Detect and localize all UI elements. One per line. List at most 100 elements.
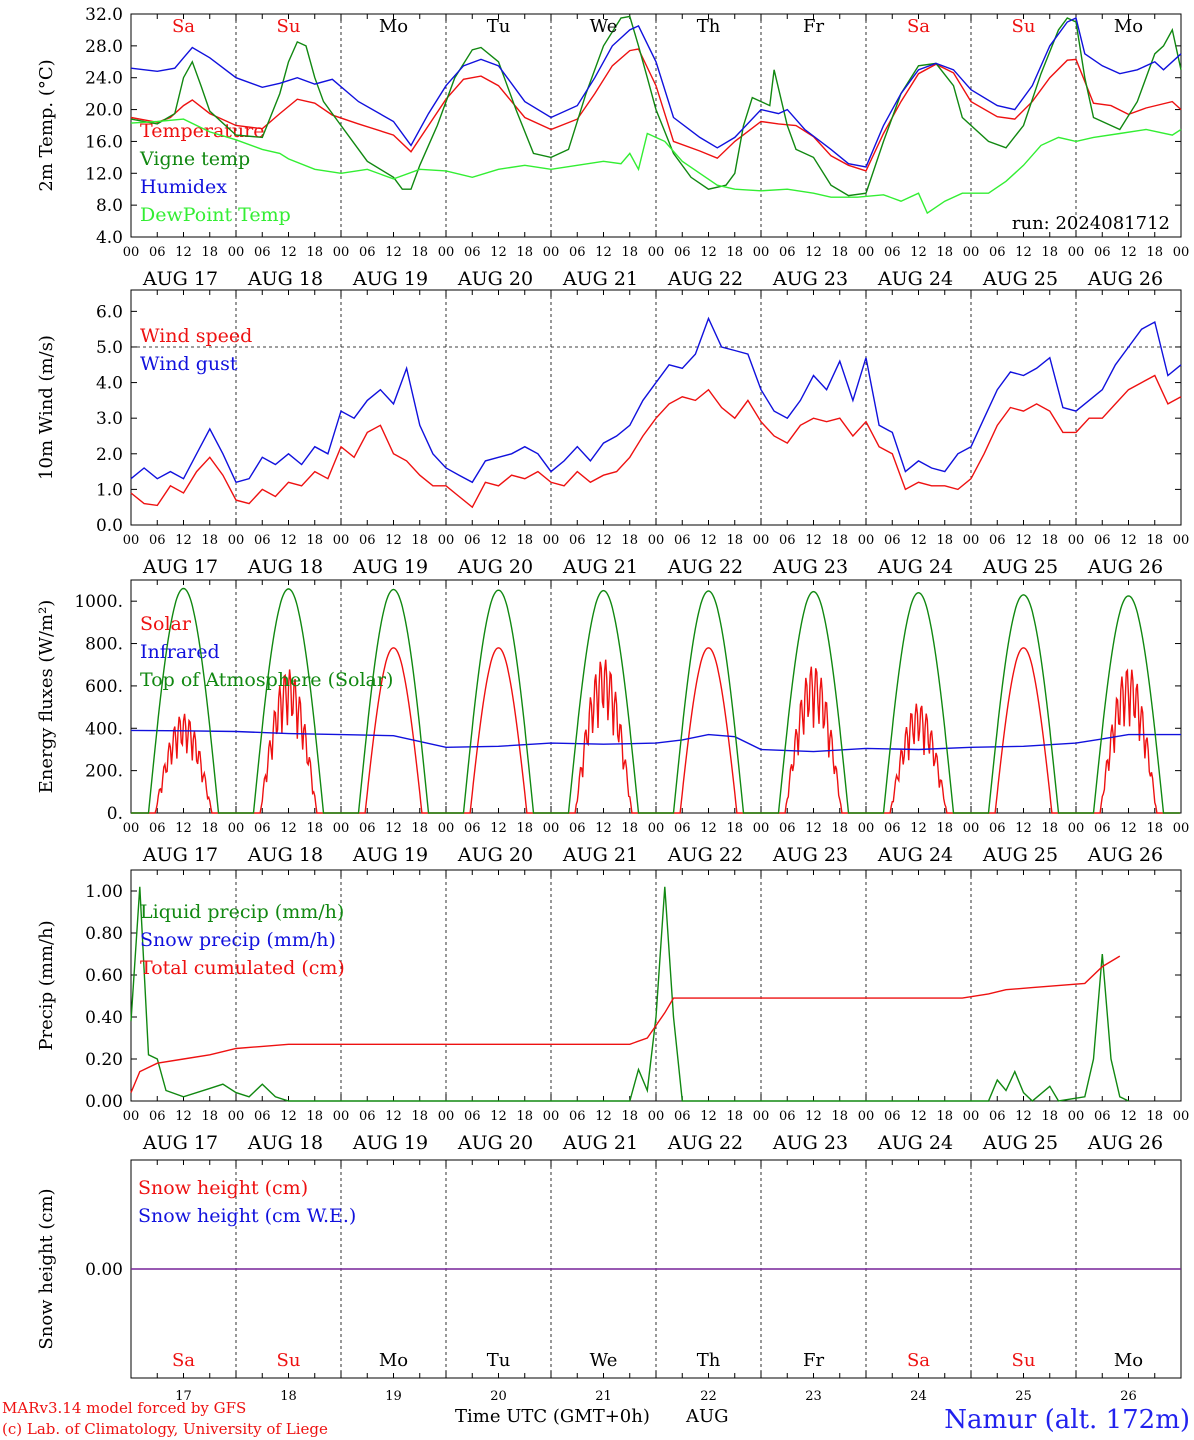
- day-label: AUG 26: [1087, 1132, 1163, 1154]
- x-tick-label: 12: [910, 533, 927, 548]
- x-tick-label: 06: [254, 1109, 271, 1124]
- x-tick-label: 06: [254, 245, 271, 260]
- x-tick-label: 00: [438, 533, 455, 548]
- x-tick-label: 00: [858, 1109, 875, 1124]
- x-tick-label: 00: [858, 821, 875, 836]
- x-tick-label: 00: [1068, 1109, 1085, 1124]
- x-tick-label: 00: [648, 1109, 665, 1124]
- x-tick-label: 12: [385, 245, 402, 260]
- x-tick-label: 06: [779, 245, 796, 260]
- x-tick-label: 18: [831, 1109, 848, 1124]
- day-label: AUG 18: [247, 1132, 323, 1154]
- x-tick-label: 00: [1173, 821, 1190, 836]
- legend-entry: Snow height (cm): [138, 1177, 308, 1199]
- x-tick-label: 12: [910, 245, 927, 260]
- x-tick-label: 12: [595, 533, 612, 548]
- x-tick-label: 18: [201, 245, 218, 260]
- x-tick-label: 06: [1094, 533, 1111, 548]
- day-label: AUG 25: [982, 1132, 1058, 1154]
- x-tick-label: 12: [385, 1109, 402, 1124]
- y-tick-label: 12.0: [85, 164, 123, 184]
- day-label: AUG 26: [1087, 268, 1163, 290]
- day-label: AUG 17: [142, 844, 218, 866]
- y-tick-label: 6.0: [96, 302, 123, 322]
- x-tick-label: 06: [254, 821, 271, 836]
- legend-entry: Top of Atmosphere (Solar): [140, 669, 393, 691]
- day-label: AUG 23: [772, 844, 848, 866]
- x-tick-label: 18: [726, 821, 743, 836]
- weekday-label: Su: [1012, 16, 1036, 37]
- legend-entry: Vigne temp: [139, 148, 250, 170]
- x-tick-label: 06: [884, 245, 901, 260]
- day-label: AUG 22: [667, 556, 743, 578]
- x-axis-month: AUG: [685, 1406, 729, 1427]
- legend-entry: Solar: [140, 613, 192, 635]
- x-tick-label: 12: [700, 533, 717, 548]
- legend-entry: Temperature: [140, 120, 264, 142]
- credit-line1: MARv3.14 model forced by GFS: [2, 1399, 246, 1417]
- weekday-label: Su: [277, 1350, 301, 1371]
- x-tick-label: 06: [569, 1109, 586, 1124]
- x-tick-label: 00: [438, 245, 455, 260]
- x-tick-label: 00: [753, 1109, 770, 1124]
- weekday-label: We: [590, 16, 618, 37]
- x-tick-label: 06: [464, 821, 481, 836]
- weekday-label: Fr: [803, 1350, 824, 1371]
- x-tick-label: 12: [490, 533, 507, 548]
- day-label: AUG 23: [772, 556, 848, 578]
- x-tick-label: 12: [805, 821, 822, 836]
- y-axis-label: Precip (mm/h): [36, 920, 57, 1050]
- x-tick-label: 12: [1015, 1109, 1032, 1124]
- day-label: AUG 17: [142, 556, 218, 578]
- x-tick-label: 00: [438, 1109, 455, 1124]
- x-tick-label: 00: [858, 245, 875, 260]
- x-tick-label: 12: [280, 533, 297, 548]
- weekday-label: Su: [1012, 1350, 1036, 1371]
- y-tick-label: 16.0: [85, 132, 123, 152]
- panel-0: 32.0 28.0 24.0 20.0 16.0 12.0 8.0 4.0 2m Temp. (…: [36, 5, 1189, 290]
- x-tick-label: 00: [543, 1109, 560, 1124]
- y-tick-label: 8.0: [96, 196, 123, 216]
- x-tick-label: 18: [936, 533, 953, 548]
- weekday-label: Sa: [907, 16, 930, 37]
- x-tick-label: 12: [700, 1109, 717, 1124]
- x-tick-label: 06: [359, 1109, 376, 1124]
- x-tick-label: 00: [963, 1109, 980, 1124]
- day-label: AUG 22: [667, 268, 743, 290]
- weekday-label: Mo: [1114, 1350, 1143, 1371]
- y-axis-label: Snow height (cm): [36, 1188, 57, 1349]
- legend-entry: Snow height (cm W.E.): [138, 1205, 356, 1227]
- x-tick-label: 18: [411, 1109, 428, 1124]
- x-tick-label: 00: [1173, 533, 1190, 548]
- weekday-label: Tu: [487, 16, 511, 37]
- x-tick-label: 06: [989, 821, 1006, 836]
- y-tick-label: 600.: [85, 677, 123, 697]
- x-tick-label: 06: [989, 245, 1006, 260]
- x-tick-label: 12: [1015, 533, 1032, 548]
- x-tick-label: 18: [306, 245, 323, 260]
- panel-1: 6.0 5.0 4.0 3.0 2.0 1.0 0.0 10m Wind (m/s) Wind …: [36, 289, 1190, 578]
- x-tick-label: 18: [201, 533, 218, 548]
- x-tick-label: 06: [989, 1109, 1006, 1124]
- day-label: AUG 22: [667, 1132, 743, 1154]
- x-tick-label: 18: [1041, 821, 1058, 836]
- weekday-label: Sa: [172, 1350, 195, 1371]
- x-tick-label: 00: [963, 533, 980, 548]
- x-tick-label: 00: [333, 1109, 350, 1124]
- x-tick-label: 12: [910, 821, 927, 836]
- x-tick-label: 06: [569, 533, 586, 548]
- y-tick-label: 0.: [107, 804, 123, 824]
- x-tick-label: 12: [1015, 821, 1032, 836]
- day-label: AUG 24: [877, 1132, 953, 1154]
- x-tick-label: 12: [175, 821, 192, 836]
- x-tick-label: 00: [1173, 1109, 1190, 1124]
- credit-line2: (c) Lab. of Climatology, University of L…: [2, 1420, 328, 1438]
- series-line-infrared: [130, 729, 1181, 753]
- day-label: AUG 23: [772, 1132, 848, 1154]
- x-tick-label: 12: [595, 1109, 612, 1124]
- x-tick-label: 00: [123, 821, 140, 836]
- y-axis-label: 10m Wind (m/s): [36, 335, 57, 480]
- day-number: 22: [700, 1389, 717, 1404]
- day-label: AUG 26: [1087, 844, 1163, 866]
